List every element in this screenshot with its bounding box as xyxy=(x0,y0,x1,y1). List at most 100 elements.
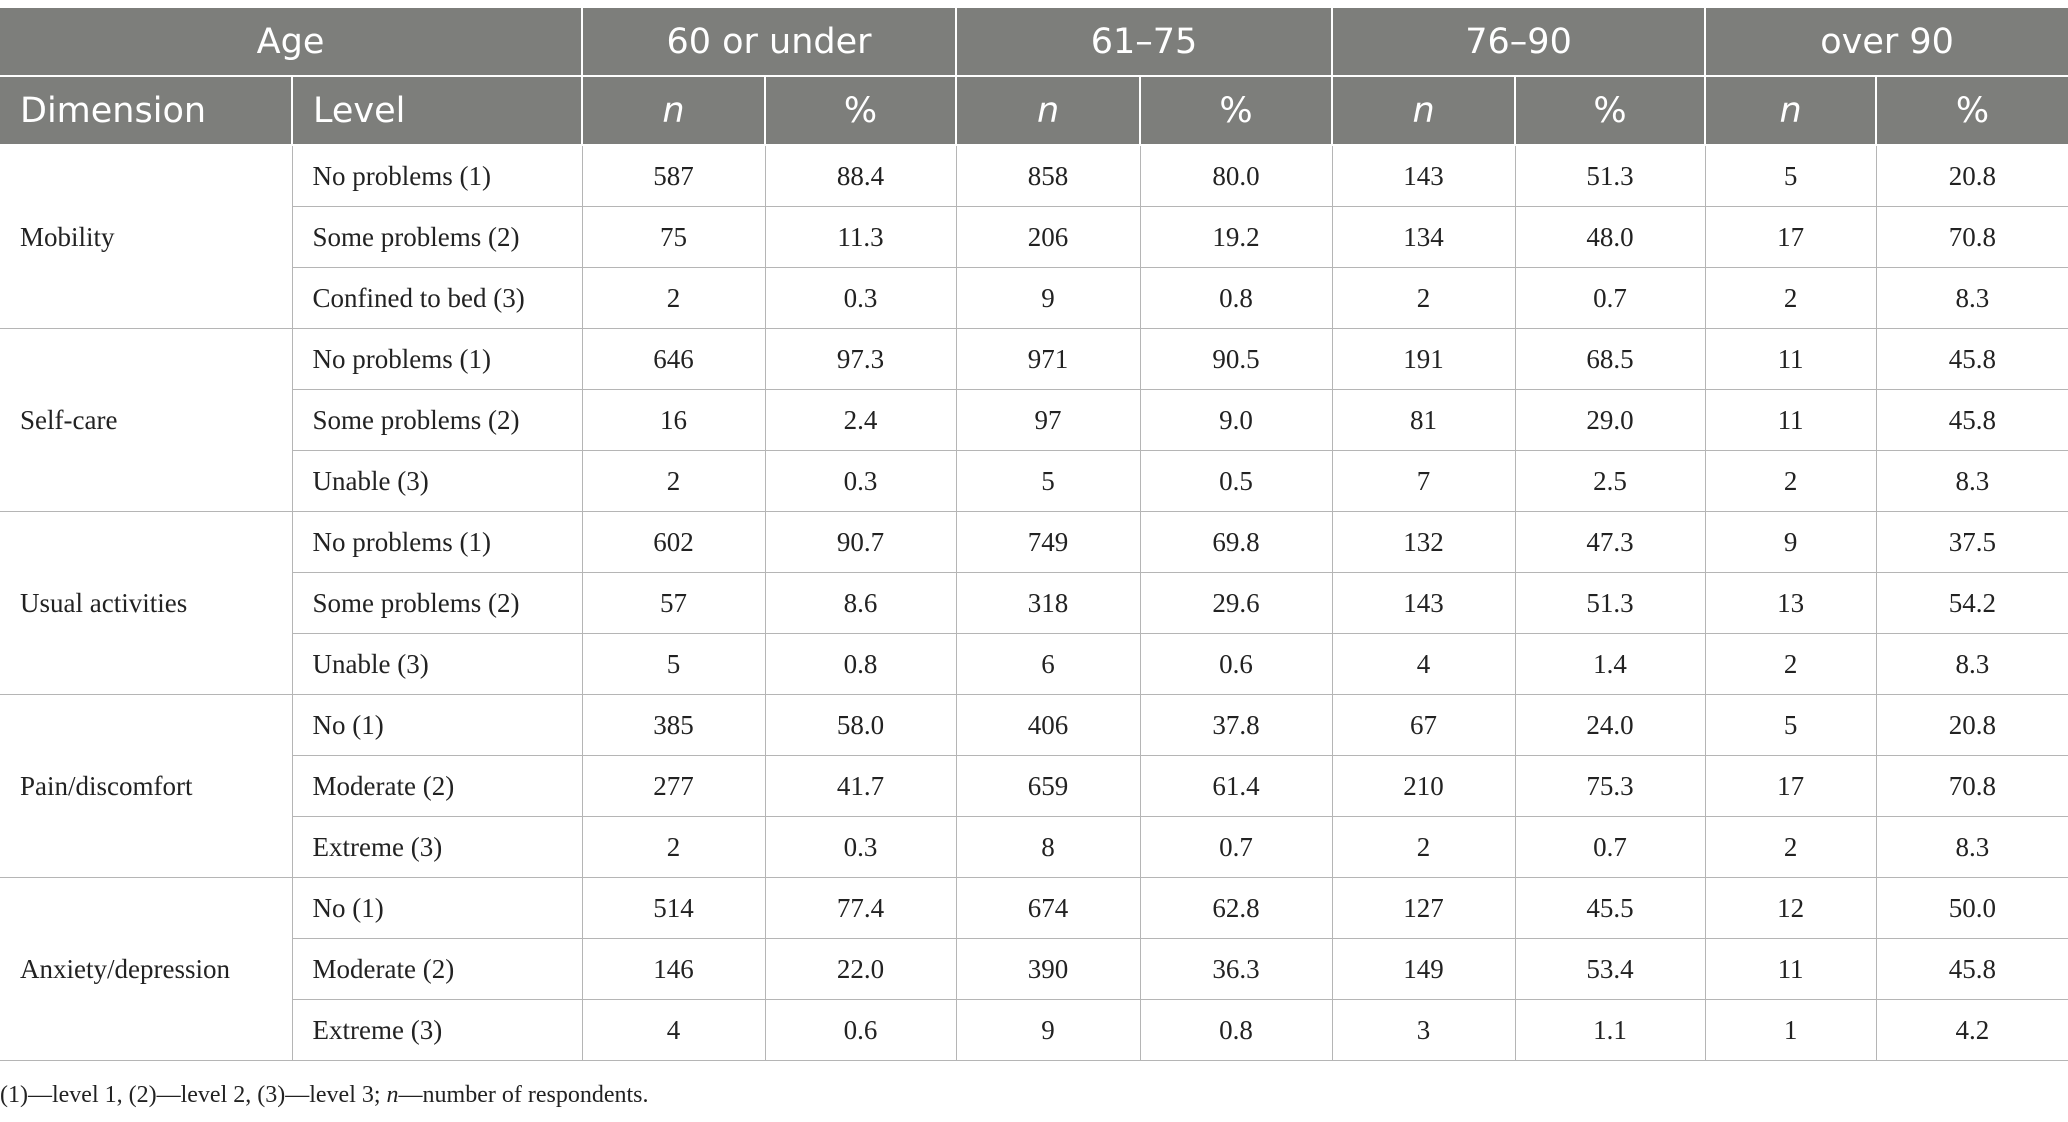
level-cell: Extreme (3) xyxy=(292,999,583,1061)
age-group-header: 60 or under xyxy=(582,8,958,77)
n-61-75-cell: 5 xyxy=(956,450,1141,512)
table-body: Mobility No problems (1) 587 88.4 858 80.0 143… xyxy=(0,145,2068,1061)
pct-60-or-under-cell: 2.4 xyxy=(765,389,957,451)
pct-76-90-cell: 47.3 xyxy=(1515,511,1706,573)
table-row: Extreme (3) 4 0.6 9 0.8 3 1.1 1 4.2 xyxy=(0,999,2068,1061)
n-over-90-cell: 2 xyxy=(1705,633,1877,695)
level-cell: No (1) xyxy=(292,694,583,756)
percent-header: % xyxy=(1140,76,1334,146)
n-over-90-cell: 5 xyxy=(1705,694,1877,756)
n-over-90-cell: 17 xyxy=(1705,206,1877,268)
n-60-or-under-cell: 587 xyxy=(582,145,766,207)
eq5d-age-table: Age 60 or under 61–75 76–90 over 90 Dime… xyxy=(0,8,2068,1061)
table-row: Some problems (2) 75 11.3 206 19.2 134 48.0 17 7… xyxy=(0,206,2068,268)
pct-61-75-cell: 0.6 xyxy=(1140,633,1333,695)
pct-61-75-cell: 0.5 xyxy=(1140,450,1333,512)
pct-60-or-under-cell: 97.3 xyxy=(765,328,957,390)
n-61-75-cell: 6 xyxy=(956,633,1141,695)
table-row: Moderate (2) 277 41.7 659 61.4 210 75.3 17 70.8 xyxy=(0,755,2068,817)
n-76-90-cell: 81 xyxy=(1332,389,1516,451)
n-76-90-cell: 67 xyxy=(1332,694,1516,756)
level-cell: No problems (1) xyxy=(292,511,583,573)
n-61-75-cell: 97 xyxy=(956,389,1141,451)
pct-76-90-cell: 0.7 xyxy=(1515,816,1706,878)
pct-over-90-cell: 70.8 xyxy=(1876,206,2068,268)
n-76-90-cell: 127 xyxy=(1332,877,1516,939)
table-row: Mobility No problems (1) 587 88.4 858 80.0 143… xyxy=(0,145,2068,329)
n-61-75-cell: 659 xyxy=(956,755,1141,817)
n-76-90-cell: 210 xyxy=(1332,755,1516,817)
level-cell: Some problems (2) xyxy=(292,389,583,451)
pct-over-90-cell: 70.8 xyxy=(1876,755,2068,817)
pct-over-90-cell: 8.3 xyxy=(1876,633,2068,695)
pct-60-or-under-cell: 0.3 xyxy=(765,267,957,329)
pct-61-75-cell: 29.6 xyxy=(1140,572,1333,634)
n-60-or-under-cell: 646 xyxy=(582,328,766,390)
pct-76-90-cell: 53.4 xyxy=(1515,938,1706,1000)
dimension-cell: Self-care xyxy=(0,328,293,512)
n-60-or-under-cell: 75 xyxy=(582,206,766,268)
pct-76-90-cell: 29.0 xyxy=(1515,389,1706,451)
table-row: Some problems (2) 16 2.4 97 9.0 81 29.0 11 45.8 xyxy=(0,389,2068,451)
pct-over-90-cell: 37.5 xyxy=(1876,511,2068,573)
n-76-90-cell: 191 xyxy=(1332,328,1516,390)
level-cell: Moderate (2) xyxy=(292,755,583,817)
n-60-or-under-cell: 2 xyxy=(582,450,766,512)
dimension-cell: Anxiety/depression xyxy=(0,877,293,1061)
pct-61-75-cell: 62.8 xyxy=(1140,877,1333,939)
pct-60-or-under-cell: 77.4 xyxy=(765,877,957,939)
pct-61-75-cell: 80.0 xyxy=(1140,145,1333,207)
n-76-90-cell: 143 xyxy=(1332,145,1516,207)
percent-header: % xyxy=(1876,76,2068,146)
pct-61-75-cell: 0.7 xyxy=(1140,816,1333,878)
level-cell: Unable (3) xyxy=(292,450,583,512)
pct-60-or-under-cell: 58.0 xyxy=(765,694,957,756)
pct-61-75-cell: 69.8 xyxy=(1140,511,1333,573)
pct-over-90-cell: 8.3 xyxy=(1876,450,2068,512)
age-group-header: 76–90 xyxy=(1332,8,1707,77)
pct-76-90-cell: 48.0 xyxy=(1515,206,1706,268)
pct-76-90-cell: 1.1 xyxy=(1515,999,1706,1061)
table-row: Unable (3) 2 0.3 5 0.5 7 2.5 2 8.3 xyxy=(0,450,2068,512)
pct-60-or-under-cell: 11.3 xyxy=(765,206,957,268)
footnote-suffix: —number of respondents. xyxy=(398,1082,649,1108)
n-76-90-cell: 2 xyxy=(1332,816,1516,878)
table-row: Extreme (3) 2 0.3 8 0.7 2 0.7 2 8.3 xyxy=(0,816,2068,878)
dimension-cell: Pain/discomfort xyxy=(0,694,293,878)
level-cell: Confined to bed (3) xyxy=(292,267,583,329)
pct-61-75-cell: 9.0 xyxy=(1140,389,1333,451)
pct-60-or-under-cell: 0.8 xyxy=(765,633,957,695)
table-row: Usual activities No problems (1) 602 90.7 74… xyxy=(0,511,2068,695)
pct-61-75-cell: 90.5 xyxy=(1140,328,1333,390)
n-over-90-cell: 2 xyxy=(1705,267,1877,329)
n-61-75-cell: 406 xyxy=(956,694,1141,756)
n-60-or-under-cell: 57 xyxy=(582,572,766,634)
pct-60-or-under-cell: 88.4 xyxy=(765,145,957,207)
pct-61-75-cell: 0.8 xyxy=(1140,267,1333,329)
pct-76-90-cell: 0.7 xyxy=(1515,267,1706,329)
age-group-header: 61–75 xyxy=(956,8,1334,77)
header-row-columns: Dimension Level n % n % n % n % xyxy=(0,76,2068,146)
pct-over-90-cell: 45.8 xyxy=(1876,938,2068,1000)
level-cell: Moderate (2) xyxy=(292,938,583,1000)
n-header: n xyxy=(1705,76,1878,146)
n-61-75-cell: 9 xyxy=(956,267,1141,329)
footnote-italic: n xyxy=(386,1082,399,1108)
n-over-90-cell: 11 xyxy=(1705,389,1877,451)
n-60-or-under-cell: 4 xyxy=(582,999,766,1061)
pct-76-90-cell: 2.5 xyxy=(1515,450,1706,512)
pct-over-90-cell: 50.0 xyxy=(1876,877,2068,939)
dimension-cell: Usual activities xyxy=(0,511,293,695)
n-over-90-cell: 5 xyxy=(1705,145,1877,207)
n-76-90-cell: 143 xyxy=(1332,572,1516,634)
n-61-75-cell: 8 xyxy=(956,816,1141,878)
table-row: Anxiety/depression No (1) 514 77.4 674 62.8 12… xyxy=(0,877,2068,1061)
pct-60-or-under-cell: 22.0 xyxy=(765,938,957,1000)
level-cell: Extreme (3) xyxy=(292,816,583,878)
n-60-or-under-cell: 514 xyxy=(582,877,766,939)
n-over-90-cell: 11 xyxy=(1705,328,1877,390)
n-over-90-cell: 12 xyxy=(1705,877,1877,939)
level-cell: No problems (1) xyxy=(292,328,583,390)
table-container: Age 60 or under 61–75 76–90 over 90 Dime… xyxy=(0,8,2068,1061)
level-cell: Some problems (2) xyxy=(292,572,583,634)
